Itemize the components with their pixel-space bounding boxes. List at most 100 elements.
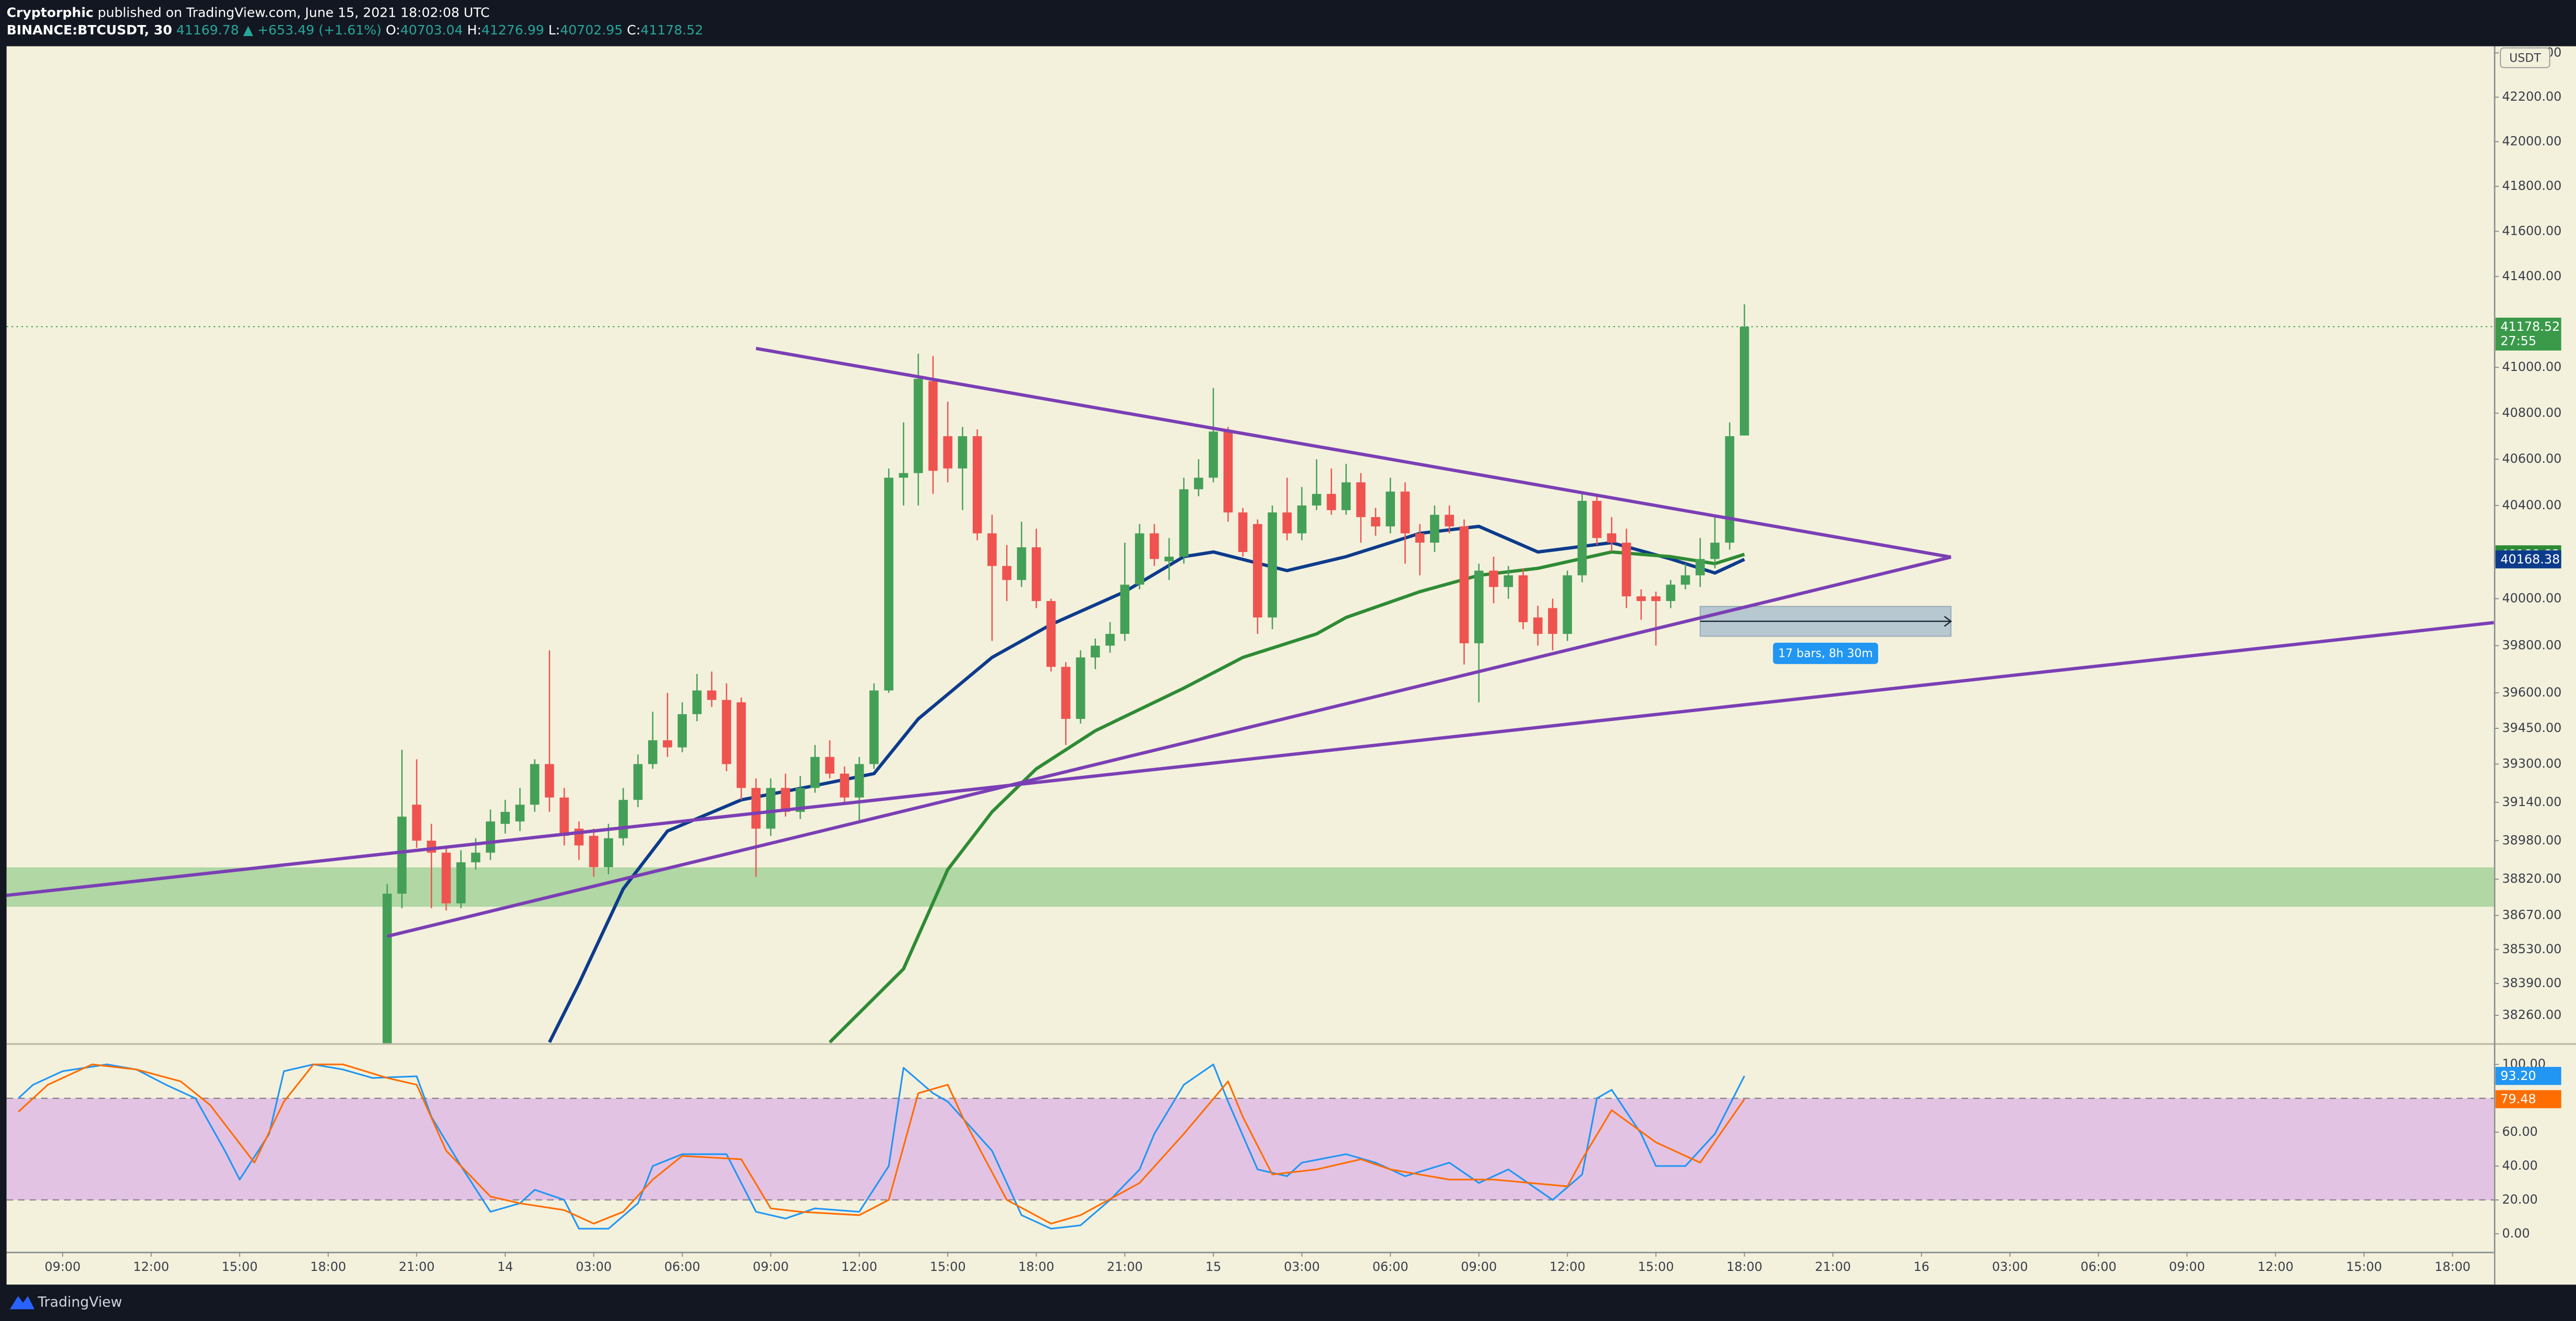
- x-tick-label: 18:00: [1018, 1259, 1054, 1274]
- candle-body: [972, 436, 982, 534]
- x-tick-label: 18:00: [2435, 1259, 2471, 1274]
- x-tick-label: 18:00: [1726, 1259, 1762, 1274]
- candle-body: [1680, 575, 1690, 585]
- x-tick-label: 15:00: [1638, 1259, 1674, 1274]
- candle-body: [854, 764, 864, 798]
- ohlc-key: C:: [627, 22, 640, 38]
- x-tick-label: 09:00: [2169, 1259, 2205, 1274]
- candle-body: [1327, 494, 1336, 510]
- candle-body: [928, 381, 938, 471]
- y-tick-label: 39800.00: [2502, 638, 2561, 653]
- brand-logo: [9, 1296, 35, 1310]
- candle-body: [1105, 633, 1115, 646]
- y-tick-label: 38390.00: [2502, 976, 2561, 990]
- oscillator-line: [18, 1063, 1745, 1230]
- y-tick-label: 38260.00: [2502, 1007, 2561, 1022]
- ohlc-value: 40703.04: [400, 22, 463, 38]
- price-tag-label: 79.48: [2500, 1092, 2536, 1107]
- candle-body: [1194, 477, 1203, 489]
- candle-body: [1415, 533, 1425, 543]
- candle-body: [1430, 514, 1439, 543]
- x-tick-label: 21:00: [399, 1259, 435, 1274]
- moving-average-line: [828, 550, 1745, 1043]
- candle-body: [1651, 596, 1661, 602]
- candle-body: [412, 804, 422, 841]
- y-tick-label: 41000.00: [2502, 359, 2561, 374]
- y-tick-label: 38980.00: [2502, 833, 2561, 847]
- candle-body: [559, 797, 569, 836]
- y-tick-label: 40000.00: [2502, 591, 2561, 606]
- support-zone: [6, 867, 2494, 907]
- candle-body: [1002, 566, 1011, 580]
- y-tick-label: 41800.00: [2502, 178, 2561, 193]
- candle-body: [1518, 575, 1528, 622]
- candle-body: [1739, 327, 1749, 436]
- candle-body: [1400, 491, 1410, 534]
- candle-body: [1489, 570, 1498, 587]
- y-tick-label: 40800.00: [2502, 405, 2561, 420]
- candle-body: [958, 436, 968, 469]
- countdown-label: 27:55: [2500, 334, 2536, 349]
- publish-line: Cryptorphic published on TradingView.com…: [7, 5, 490, 20]
- candle-body: [1636, 596, 1646, 602]
- x-tick-label: 18:00: [310, 1259, 346, 1274]
- price-tag: [2495, 1090, 2561, 1109]
- candle-body: [663, 740, 672, 748]
- candle-body: [766, 788, 776, 829]
- oscillator-line: [18, 1063, 1745, 1224]
- candle-body: [442, 852, 451, 904]
- x-tick-label: 15:00: [930, 1259, 966, 1274]
- ohlc-value: 41178.52: [640, 22, 703, 38]
- candle-body: [648, 740, 658, 764]
- candle-body: [1725, 436, 1735, 543]
- price-change: ▲ +653.49 (+1.61%): [243, 22, 381, 38]
- candle-body: [618, 800, 628, 838]
- trendline: [756, 346, 1951, 559]
- candle-body: [943, 436, 952, 469]
- last-price: 41169.78: [176, 22, 239, 38]
- y-tick-label: 39300.00: [2502, 756, 2561, 771]
- x-tick-label: 14: [497, 1259, 513, 1274]
- candle-body: [471, 852, 481, 862]
- candle-body: [1135, 533, 1144, 585]
- x-tick-label: 06:00: [1373, 1259, 1409, 1274]
- y-tick-label: 39600.00: [2502, 685, 2561, 700]
- candle-body: [1238, 512, 1248, 552]
- candle-body: [722, 700, 731, 764]
- candle-body: [1209, 431, 1218, 478]
- candle-body: [736, 702, 746, 788]
- candle-body: [1090, 645, 1100, 658]
- candle-body: [530, 764, 540, 805]
- price-tag-label: 41178.52: [2500, 319, 2560, 334]
- candle-body: [1386, 491, 1395, 526]
- author: Cryptorphic: [7, 5, 94, 20]
- candle-body: [677, 714, 687, 748]
- ohlc-key: H:: [467, 22, 481, 38]
- x-tick-label: 12:00: [841, 1259, 877, 1274]
- symbol-legend: BINANCE:BTCUSDT, 30 41169.78 ▲ +653.49 (…: [7, 22, 703, 38]
- candle-body: [1356, 482, 1366, 518]
- candle-body: [913, 379, 923, 473]
- date-range-label: 17 bars, 8h 30m: [1778, 647, 1873, 660]
- candle-body: [869, 690, 879, 764]
- y-tick-label: 38530.00: [2502, 942, 2561, 956]
- candle-body: [1577, 501, 1587, 575]
- candle-body: [1046, 601, 1056, 667]
- x-tick-label: 12:00: [133, 1259, 169, 1274]
- candle-body: [795, 788, 805, 812]
- unit-box[interactable]: [2500, 47, 2550, 68]
- x-tick-label: 15:00: [222, 1259, 258, 1274]
- ohlc-key: L:: [548, 22, 560, 38]
- candle-body: [781, 788, 790, 812]
- candle-body: [692, 690, 702, 714]
- candle-body: [1282, 512, 1292, 534]
- candle-body: [707, 690, 717, 700]
- candle-body: [426, 840, 436, 853]
- x-tick-label: 03:00: [576, 1259, 612, 1274]
- candle-body: [1017, 547, 1027, 580]
- moving-average-line: [548, 524, 1745, 1043]
- candle-body: [1031, 547, 1041, 602]
- candle-body: [545, 764, 554, 798]
- candle-body: [1548, 608, 1557, 634]
